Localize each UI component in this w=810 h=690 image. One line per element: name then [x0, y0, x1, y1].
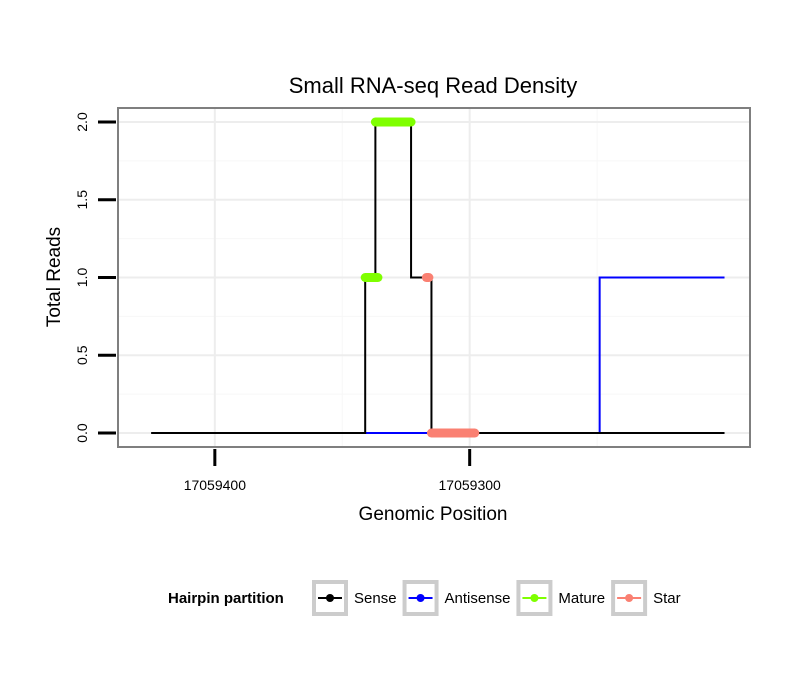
legend-label: Mature — [558, 590, 605, 607]
legend-label: Antisense — [445, 590, 511, 607]
y-axis-label: Total Reads — [44, 227, 65, 327]
legend-label: Sense — [354, 590, 397, 607]
legend-key-star — [611, 580, 648, 616]
x-tick-label: 17059400 — [184, 477, 247, 493]
legend-key-point — [416, 594, 425, 602]
plot-border — [117, 107, 751, 448]
x-axis-label: Genomic Position — [359, 504, 508, 525]
legend-key-point — [625, 594, 634, 602]
legend-label: Star — [653, 590, 681, 607]
legend-key-mature — [516, 580, 553, 616]
y-tick-label: 0.0 — [74, 423, 90, 443]
y-tick-label: 2.0 — [74, 112, 90, 132]
y-axis: 0.0 0.5 1.0 1.5 2.0 — [74, 112, 116, 443]
legend-key-point — [530, 594, 539, 602]
legend-key-sense — [312, 580, 348, 616]
series-layer — [151, 117, 725, 438]
x-axis: 17059400 17059300 — [184, 449, 501, 493]
y-tick-label: 1.0 — [74, 268, 90, 288]
x-tick-label: 17059300 — [439, 477, 502, 493]
legend-title: Hairpin partition — [168, 590, 284, 607]
chart-title: Small RNA-seq Read Density — [289, 73, 578, 98]
legend: Hairpin partition Sense Antisense Mature St… — [168, 580, 681, 616]
y-tick-label: 1.5 — [74, 190, 90, 210]
y-tick-label: 0.5 — [74, 345, 90, 365]
legend-key-point — [326, 594, 334, 602]
legend-key-antisense — [402, 580, 439, 616]
legend-items: Sense Antisense Mature Star — [312, 580, 681, 616]
